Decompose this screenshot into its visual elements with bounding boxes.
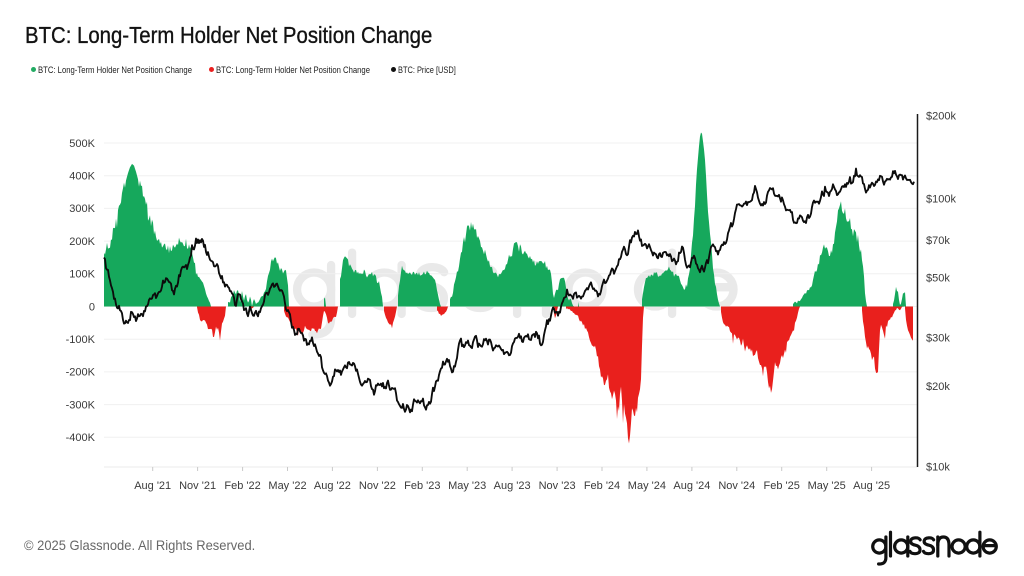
svg-text:Aug '21: Aug '21 <box>134 480 171 492</box>
svg-text:-100K: -100K <box>66 334 96 346</box>
svg-text:Aug '22: Aug '22 <box>314 480 351 492</box>
svg-text:Nov '24: Nov '24 <box>718 480 755 492</box>
svg-text:$50k: $50k <box>926 272 950 284</box>
svg-text:Nov '21: Nov '21 <box>179 480 216 492</box>
svg-text:Nov '22: Nov '22 <box>359 480 396 492</box>
svg-text:Feb '23: Feb '23 <box>404 480 440 492</box>
svg-text:400K: 400K <box>69 171 95 183</box>
svg-text:300K: 300K <box>69 203 95 215</box>
svg-text:May '24: May '24 <box>628 480 666 492</box>
svg-text:May '25: May '25 <box>808 480 846 492</box>
svg-text:$10k: $10k <box>926 461 950 473</box>
svg-text:-400K: -400K <box>66 432 96 444</box>
svg-text:Aug '23: Aug '23 <box>494 480 531 492</box>
svg-text:$70k: $70k <box>926 235 950 247</box>
svg-text:Aug '24: Aug '24 <box>673 480 710 492</box>
svg-text:-300K: -300K <box>66 399 96 411</box>
svg-text:Feb '22: Feb '22 <box>224 480 260 492</box>
svg-text:Aug '25: Aug '25 <box>853 480 890 492</box>
svg-text:Feb '24: Feb '24 <box>584 480 620 492</box>
svg-text:$100k: $100k <box>926 193 956 205</box>
svg-text:$20k: $20k <box>926 381 950 393</box>
svg-text:500K: 500K <box>69 138 95 150</box>
svg-text:-200K: -200K <box>66 367 96 379</box>
svg-text:$30k: $30k <box>926 332 950 344</box>
svg-text:May '23: May '23 <box>448 480 486 492</box>
svg-text:Feb '25: Feb '25 <box>764 480 800 492</box>
svg-text:$200k: $200k <box>926 110 956 122</box>
svg-text:200K: 200K <box>69 236 95 248</box>
svg-text:100K: 100K <box>69 269 95 281</box>
svg-text:Nov '23: Nov '23 <box>539 480 576 492</box>
svg-text:0: 0 <box>89 301 95 313</box>
svg-text:May '22: May '22 <box>268 480 306 492</box>
